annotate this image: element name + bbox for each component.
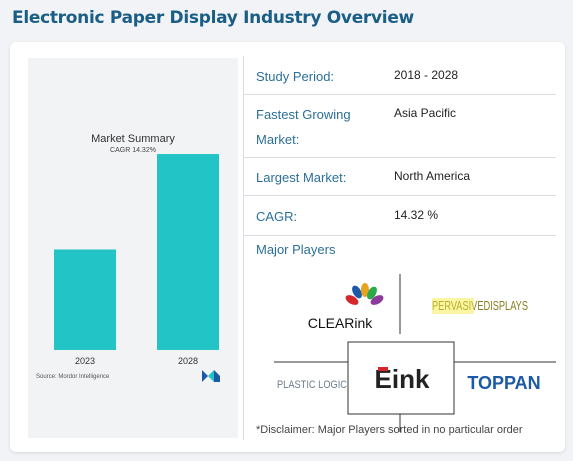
bar-chart: 2023 2028 [54,154,219,366]
row-cagr: CAGR: 14.32 % [244,196,556,236]
cagr-value: 14.32 % [394,208,439,222]
chart-title: Market Summary [91,133,175,145]
row-fastest-growing: Fastest Growing Market: Asia Pacific [244,95,556,158]
disclaimer: *Disclaimer: Major Players sorted in no … [256,424,523,436]
overview-card: Market Summary CAGR 14.32% 2023 2028 Sour… [10,42,565,452]
bar-2023 [54,249,116,350]
study-period-value: 2018 - 2028 [394,68,459,82]
page-title: Electronic Paper Display Industry Overvi… [12,8,414,28]
fastest-growing-value: Asia Pacific [394,106,457,120]
major-players-label: Major Players [256,242,336,257]
largest-market-label: Largest Market: [256,170,347,185]
pervasive-displays-logo-icon: PERVASIVEDISPLAYS [432,298,528,314]
pervasive-displays-text: PERVASIVEDISPLAYS [432,298,528,313]
chart-subtitle: CAGR 14.32% [110,147,156,154]
eink-logo-icon: Eink [375,364,430,394]
x-tick-label: 2028 [178,356,198,366]
panel-divider [243,56,244,440]
clearink-logo-icon: CLEARink [308,283,384,331]
study-period-label: Study Period: [256,69,335,84]
fastest-growing-label: Fastest Growing [256,107,351,122]
bar-2028 [157,154,219,350]
chart-source: Source: Mordor Intelligence [36,374,110,380]
x-tick-label: 2023 [75,356,95,366]
mordor-logo-icon [202,370,220,382]
largest-market-value: North America [394,169,471,183]
cagr-label: CAGR: [256,209,298,224]
row-study-period: Study Period: 2018 - 2028 [244,58,556,95]
fastest-growing-label-2: Market: [256,132,300,147]
clearink-text: CLEARink [308,315,374,331]
row-largest-market: Largest Market: North America [244,158,556,196]
major-players-logos: CLEARink PERVASIVEDISPLAYS PLASTIC LOGIC… [274,274,556,432]
eink-logo-box [347,341,455,415]
plastic-logic-text: PLASTIC LOGIC [277,379,347,391]
toppan-text: TOPPAN [467,373,540,393]
market-summary-panel: Market Summary CAGR 14.32% 2023 2028 Sour… [10,42,238,452]
chart-area: Market Summary CAGR 14.32% 2023 2028 Sour… [28,58,238,438]
